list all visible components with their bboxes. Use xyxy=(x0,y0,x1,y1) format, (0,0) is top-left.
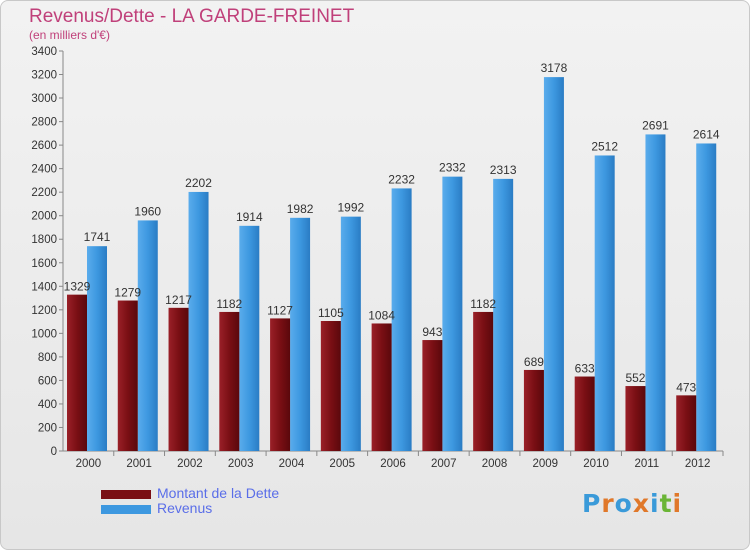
data-label-revenus: 2512 xyxy=(591,139,618,153)
bar-dette xyxy=(67,294,87,451)
bar-dette xyxy=(270,318,291,451)
bar-revenus xyxy=(391,188,412,452)
bar-revenus xyxy=(137,220,158,451)
data-label-revenus: 1982 xyxy=(287,202,314,216)
y-tick-label: 800 xyxy=(38,352,57,364)
bar-revenus xyxy=(442,176,463,451)
x-tick-label: 2011 xyxy=(634,458,659,470)
x-tick-label: 2007 xyxy=(431,458,457,470)
bar-revenus xyxy=(188,191,209,452)
data-label-revenus: 1960 xyxy=(134,204,161,218)
bar-dette xyxy=(625,386,646,451)
chart-title: Revenus/Dette - LA GARDE-FREINET xyxy=(29,6,355,27)
bar-revenus xyxy=(594,155,615,451)
bar-revenus xyxy=(239,225,260,451)
data-label-dette: 1182 xyxy=(216,297,242,311)
x-tick-label: 2005 xyxy=(329,458,355,470)
data-label-dette: 689 xyxy=(524,355,544,369)
chart-subtitle: (en milliers d'€) xyxy=(29,28,110,42)
y-tick-label: 2000 xyxy=(31,211,57,223)
y-tick-label: 3000 xyxy=(31,93,57,105)
y-tick-label: 1800 xyxy=(31,234,57,246)
bar-dette xyxy=(117,300,138,451)
data-label-dette: 943 xyxy=(422,325,442,339)
data-label-revenus: 2614 xyxy=(693,127,720,141)
bar-dette xyxy=(168,307,189,451)
logo-letter: P xyxy=(582,489,602,518)
bar-dette xyxy=(320,321,341,451)
legend-swatch-revenus xyxy=(101,505,151,514)
bar-revenus xyxy=(645,134,666,452)
bar-revenus xyxy=(493,178,514,451)
x-tick-label: 2002 xyxy=(177,458,203,470)
logo-letter: x xyxy=(632,489,650,518)
x-tick-label: 2008 xyxy=(482,458,508,470)
y-tick-label: 400 xyxy=(38,399,57,411)
data-label-dette: 1217 xyxy=(165,293,192,307)
data-label-revenus: 1914 xyxy=(236,210,263,224)
data-label-dette: 633 xyxy=(575,362,595,376)
bar-dette xyxy=(371,323,392,451)
y-tick-label: 1200 xyxy=(31,305,57,317)
x-tick-label: 2001 xyxy=(126,458,152,470)
bar-dette xyxy=(574,376,595,451)
data-label-revenus: 2232 xyxy=(388,172,415,186)
bar-revenus xyxy=(87,246,107,451)
logo-letter: r xyxy=(601,489,615,518)
data-label-revenus: 2691 xyxy=(642,118,669,132)
legend-swatch-dette xyxy=(101,490,151,499)
y-tick-label: 2200 xyxy=(31,187,57,199)
y-tick-label: 0 xyxy=(51,446,57,458)
bar-dette xyxy=(523,369,544,451)
y-tick-label: 3400 xyxy=(31,46,57,58)
data-label-dette: 473 xyxy=(676,380,696,394)
y-tick-label: 2800 xyxy=(31,117,57,129)
data-label-revenus: 1992 xyxy=(337,201,364,215)
data-label-dette: 1084 xyxy=(368,308,395,322)
data-label-dette: 1182 xyxy=(470,297,496,311)
bar-dette xyxy=(676,395,697,451)
x-tick-label: 2006 xyxy=(380,458,406,470)
data-label-revenus: 2332 xyxy=(439,161,466,175)
logo-letter: o xyxy=(614,489,633,518)
data-label-dette: 1105 xyxy=(318,306,344,320)
y-tick-label: 1000 xyxy=(31,328,57,340)
legend-label-revenus: Revenus xyxy=(157,500,213,516)
x-tick-label: 2009 xyxy=(533,458,559,470)
bar-dette xyxy=(219,311,240,451)
data-label-revenus: 2202 xyxy=(185,176,212,190)
logo-letter: i xyxy=(650,489,660,518)
data-label-revenus: 1741 xyxy=(84,230,111,244)
bar-revenus xyxy=(543,77,564,451)
y-tick-label: 200 xyxy=(38,422,57,434)
data-label-dette: 1279 xyxy=(114,286,141,300)
x-tick-label: 2004 xyxy=(279,458,305,470)
data-label-dette: 1329 xyxy=(64,280,91,294)
x-tick-label: 2010 xyxy=(583,458,609,470)
bar-revenus xyxy=(290,217,311,451)
y-tick-label: 2600 xyxy=(31,140,57,152)
bar-revenus xyxy=(340,216,361,451)
proxiti-logo: Proxiti xyxy=(582,489,682,518)
legend-label-dette: Montant de la Dette xyxy=(157,485,280,501)
y-tick-label: 1600 xyxy=(31,258,57,270)
bar-revenus xyxy=(696,143,717,451)
x-tick-label: 2003 xyxy=(228,458,254,470)
bar-dette xyxy=(422,340,443,451)
x-tick-label: 2012 xyxy=(685,458,711,470)
y-tick-label: 600 xyxy=(38,375,57,387)
logo-letter: t xyxy=(659,489,673,518)
y-tick-label: 3200 xyxy=(31,70,57,82)
x-tick-label: 2000 xyxy=(76,458,102,470)
y-tick-label: 1400 xyxy=(31,281,57,293)
logo-letter: i xyxy=(672,489,683,518)
data-label-dette: 1127 xyxy=(267,303,293,317)
y-tick-label: 2400 xyxy=(31,164,57,176)
data-label-revenus: 3178 xyxy=(541,61,568,75)
data-label-revenus: 2313 xyxy=(490,163,517,177)
data-label-dette: 552 xyxy=(625,371,645,385)
bar-dette xyxy=(473,311,494,451)
